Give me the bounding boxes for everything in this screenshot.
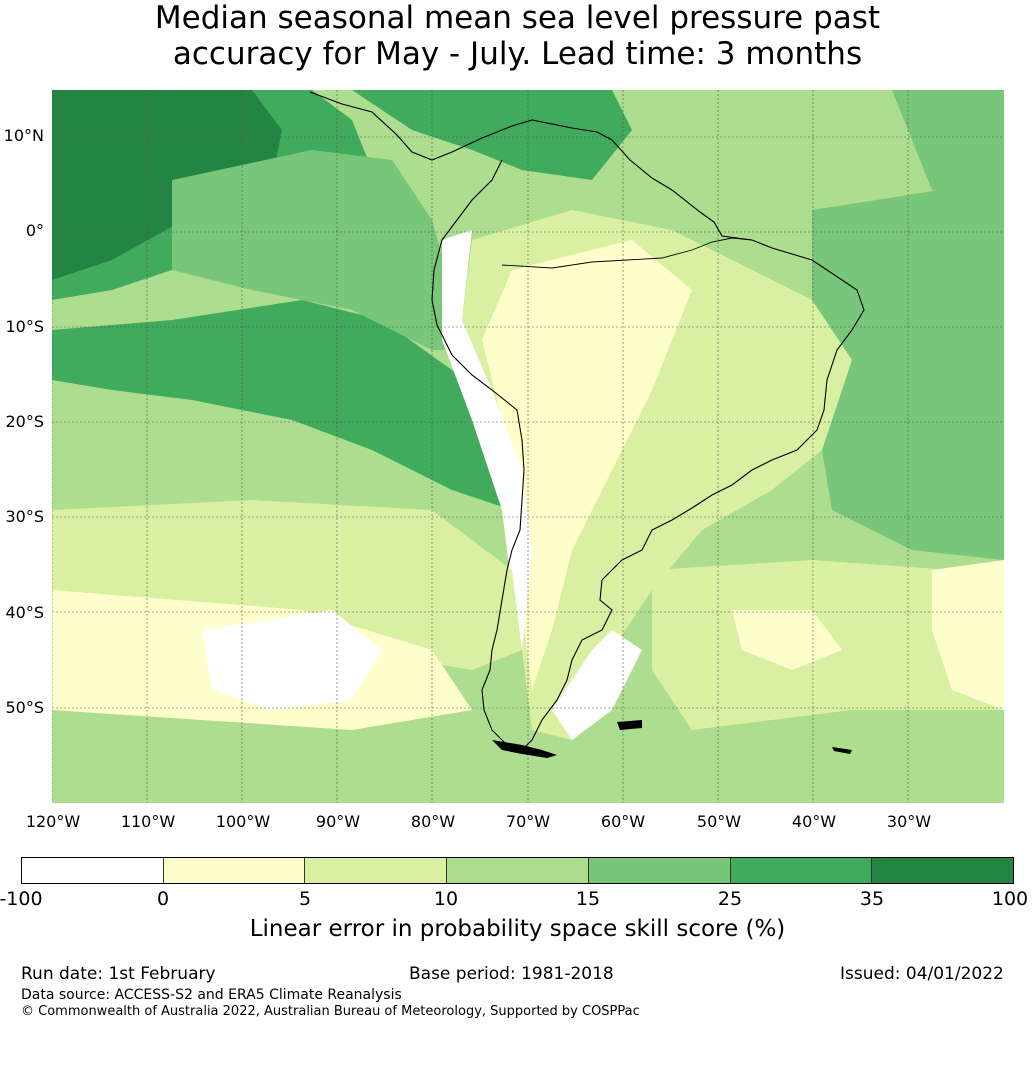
lon-label-60w: 60°W	[600, 812, 646, 831]
colorbar-label: Linear error in probability space skill …	[249, 916, 786, 942]
lon-label-80w: 80°W	[410, 812, 456, 831]
lon-label-120w: 120°W	[25, 812, 81, 831]
issued-date: Issued: 04/01/2022	[840, 964, 1004, 984]
region-pacific-central	[52, 300, 522, 510]
region-south-pacific	[52, 500, 522, 670]
run-date: Run date: 1st February	[21, 964, 216, 984]
colorbar	[21, 857, 1014, 884]
lon-label-50w: 50°W	[696, 812, 742, 831]
amazon-river	[501, 237, 753, 269]
lat-label-0: 0°	[25, 221, 44, 240]
colorbar-tick: 35	[859, 888, 885, 910]
lat-label-40s: 40°S	[5, 603, 44, 622]
lat-label-50s: 50°S	[5, 698, 44, 717]
lat-label-10n: 10°N	[3, 126, 44, 145]
colorbar-segment	[305, 858, 448, 883]
colorbar-tick: -100	[0, 888, 43, 910]
colorbar-segment	[447, 858, 589, 883]
lon-label-30w: 30°W	[886, 812, 932, 831]
region-atlantic-north	[892, 90, 1004, 210]
lat-label-10s: 10°S	[5, 317, 44, 336]
lat-label-30s: 30°S	[5, 507, 44, 526]
map-svg	[52, 90, 1004, 803]
region-southern-ocean	[52, 710, 1004, 803]
colorbar-tick: 100	[991, 888, 1029, 910]
falkland-islands	[617, 720, 642, 730]
title-line-1: Median seasonal mean sea level pressure …	[154, 0, 881, 36]
base-period: Base period: 1981-2018	[409, 964, 614, 984]
colorbar-segment	[588, 858, 731, 883]
lat-label-20s: 20°S	[5, 412, 44, 431]
colorbar-segment	[730, 858, 873, 883]
colorbar-tick: 25	[717, 888, 743, 910]
region-patagonia-white	[552, 630, 642, 740]
colorbar-tick: 10	[433, 888, 459, 910]
colorbar-tick: 15	[575, 888, 601, 910]
colorbar-tick: 0	[156, 888, 170, 910]
region-south-atlantic-light	[732, 610, 842, 670]
region-south-atlantic-east	[932, 560, 1004, 710]
data-source: Data source: ACCESS-S2 and ERA5 Climate …	[21, 987, 402, 1003]
lon-label-90w: 90°W	[315, 812, 361, 831]
skill-map	[52, 90, 1004, 803]
colorbar-segment	[22, 858, 164, 883]
region-caribbean	[352, 90, 632, 180]
lon-label-70w: 70°W	[505, 812, 551, 831]
copyright: © Commonwealth of Australia 2022, Austra…	[21, 1004, 640, 1019]
colorbar-tick: 5	[298, 888, 312, 910]
lon-label-40w: 40°W	[791, 812, 837, 831]
region-andes-light	[482, 240, 692, 690]
map-gridlines	[52, 90, 1004, 803]
lon-label-100w: 100°W	[215, 812, 271, 831]
tierra-del-fuego	[492, 740, 557, 758]
south-georgia	[832, 747, 852, 754]
title-line-2: accuracy for May - July. Lead time: 3 mo…	[172, 36, 863, 72]
lon-label-110w: 110°W	[120, 812, 176, 831]
region-pacific-east	[172, 150, 472, 350]
colorbar-segment	[163, 858, 306, 883]
chart-title: Median seasonal mean sea level pressure …	[0, 0, 1035, 72]
colorbar-segment	[872, 858, 1014, 883]
region-andes-white	[442, 230, 532, 650]
region-pacific-nw-dark	[52, 90, 282, 280]
south-america-coastline	[309, 91, 865, 751]
